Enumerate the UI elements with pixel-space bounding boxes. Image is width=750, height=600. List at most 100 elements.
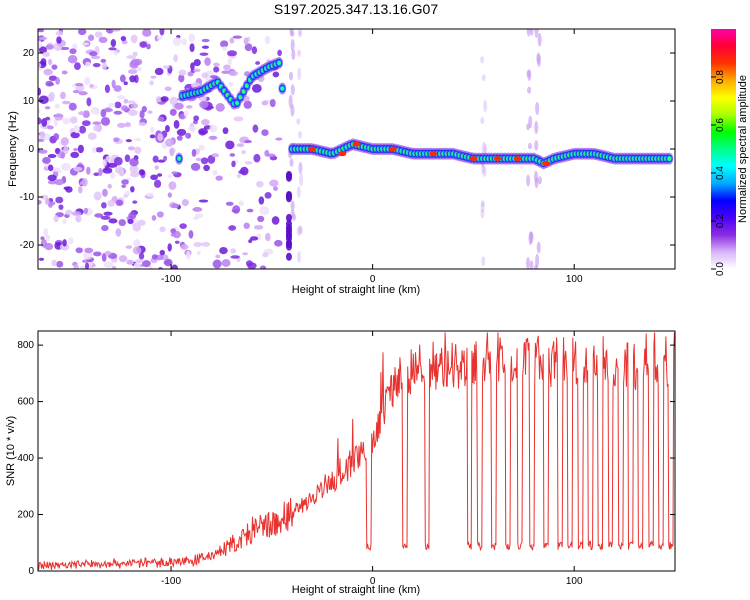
spectrogram-noise-blob bbox=[147, 110, 153, 114]
colorbar-label: Normalized spectral amplitude bbox=[737, 75, 749, 223]
spectrogram-xlabel: Height of straight line (km) bbox=[292, 284, 420, 296]
snr-panel: -100 0 100 0 200 400 600 800 Height of straight… bbox=[5, 330, 676, 596]
spectrogram-noise-blob bbox=[107, 183, 112, 189]
spectrogram-noise-blob bbox=[236, 173, 241, 179]
spectrogram-noise-blob bbox=[156, 211, 164, 218]
spectrogram-ridge-core bbox=[245, 83, 249, 88]
spectrogram-noise-blob bbox=[117, 122, 126, 128]
spectrogram-noise-blob bbox=[132, 246, 142, 255]
spectrogram-noise-blob bbox=[152, 155, 159, 163]
spectrogram-noise-blob bbox=[86, 97, 92, 107]
spectrogram-noise-blob bbox=[193, 68, 201, 73]
spectrogram-noise-blob bbox=[51, 64, 58, 70]
snr-xtick-label: 100 bbox=[566, 576, 583, 587]
spectrogram-noise-blob bbox=[252, 124, 259, 133]
spectrogram-noise-blob bbox=[68, 102, 77, 111]
spectrogram-noise-blob bbox=[227, 50, 237, 57]
spectrogram-noise-blob bbox=[129, 75, 137, 83]
spectrogram-noise-blob bbox=[128, 212, 137, 220]
spectrogram-streak-blob bbox=[290, 38, 295, 52]
snr-xtick-label: 0 bbox=[370, 576, 376, 587]
spectrogram-streak-blob bbox=[537, 32, 542, 47]
spectrogram-noise-blob bbox=[148, 265, 153, 269]
spectrogram-noise-blob bbox=[193, 115, 200, 122]
spectrogram-hotspot bbox=[469, 156, 478, 162]
spectrogram-streak-blob bbox=[528, 231, 533, 246]
spectrogram-noise-blob bbox=[262, 252, 269, 258]
spectrogram-noise-blob bbox=[108, 218, 118, 224]
spectrogram-noise-blob bbox=[236, 143, 244, 148]
spectrogram-noise-blob bbox=[81, 42, 90, 46]
spectrogram-streak-blob bbox=[297, 49, 302, 57]
spectrogram-noise-blob bbox=[238, 170, 246, 174]
spectrogram-noise-blob bbox=[111, 79, 116, 89]
spectrogram-noise-blob bbox=[164, 86, 172, 91]
spectrogram-noise-blob bbox=[271, 216, 280, 225]
colorbar-tick-label: 0.0 bbox=[715, 262, 726, 276]
spectrogram-noise-blob bbox=[171, 171, 178, 175]
spectrogram-noise-blob bbox=[83, 207, 89, 215]
spectrogram-noise-blob bbox=[124, 122, 132, 128]
spectrogram-noise-blob bbox=[180, 243, 189, 251]
spectrogram-noise-blob bbox=[159, 29, 165, 36]
spectrogram-hotspot bbox=[541, 161, 550, 166]
spectrogram-noise-blob bbox=[63, 186, 70, 191]
spectrogram-noise-blob bbox=[48, 75, 58, 81]
snr-ytick-label: 200 bbox=[17, 510, 34, 521]
spectrogram-noise-blob bbox=[59, 91, 66, 100]
spectrogram-noise-blob bbox=[54, 113, 64, 121]
spectrogram-noise-blob bbox=[44, 106, 51, 110]
spectrogram-noise-blob bbox=[251, 46, 258, 55]
spectrogram-noise-blob bbox=[215, 254, 221, 259]
spectrogram-noise-blob bbox=[269, 98, 276, 108]
spectrogram-noise-blob bbox=[189, 43, 195, 53]
spectrogram-noise-blob bbox=[41, 117, 48, 127]
spectrogram-noise-blob bbox=[121, 179, 129, 185]
spectrogram-noise-blob bbox=[56, 260, 64, 268]
spectrogram-noise-blob bbox=[241, 150, 247, 155]
spectrogram-noise-blob bbox=[92, 121, 102, 125]
spectrogram-noise-blob bbox=[221, 70, 230, 75]
spectrogram-noise-blob bbox=[62, 117, 71, 125]
spectrogram-streak-blob bbox=[298, 225, 303, 236]
spectrogram-noise-blob bbox=[179, 223, 187, 229]
spectrogram-noise-blob bbox=[138, 122, 147, 127]
spectrogram-noise-blob bbox=[264, 232, 271, 242]
spectrogram-noise-blob bbox=[167, 174, 172, 178]
spectrogram-noise-blob bbox=[255, 180, 264, 188]
spectrogram-noise-blob bbox=[255, 61, 261, 65]
spectrogram-noise-blob bbox=[121, 105, 128, 112]
spectrogram-streak-blob bbox=[534, 29, 539, 38]
snr-xlabel: Height of straight line (km) bbox=[292, 584, 420, 596]
spectrogram-xtick-label: -100 bbox=[161, 274, 181, 285]
spectrogram-streak-blob bbox=[290, 30, 295, 37]
spectrogram-noise-blob bbox=[108, 47, 117, 51]
spectrogram-noise-blob bbox=[154, 165, 159, 170]
spectrogram-hotspot bbox=[493, 156, 502, 162]
spectrogram-noise-blob bbox=[181, 198, 189, 207]
spectrogram-noise-blob bbox=[100, 215, 111, 220]
spectrogram-noise-blob bbox=[54, 179, 64, 186]
spectrogram-noise-blob bbox=[193, 216, 200, 220]
spectrogram-noise-blob bbox=[73, 166, 83, 172]
spectrogram-noise-blob bbox=[102, 159, 107, 167]
spectrogram-noise-blob bbox=[127, 109, 138, 116]
spectrogram-noise-blob bbox=[45, 234, 50, 242]
spectrogram-noise-blob bbox=[113, 50, 118, 56]
spectrogram-noise-blob bbox=[142, 260, 151, 268]
spectrogram-noise-blob bbox=[53, 133, 60, 141]
spectrogram-noise-blob bbox=[230, 248, 237, 254]
spectrogram-noise-blob bbox=[187, 71, 194, 77]
spectrogram-noise-blob bbox=[86, 166, 91, 175]
spectrogram-noise-blob bbox=[264, 192, 272, 199]
spectrogram-noise-blob bbox=[174, 102, 184, 110]
spectrogram-noise-blob bbox=[138, 252, 145, 260]
colorbar: 0.0 0.2 0.4 0.6 0.8 Normalized spectral ampl… bbox=[711, 29, 749, 276]
spectrogram-noise-blob bbox=[110, 39, 117, 48]
spectrogram-streak-blob bbox=[534, 177, 539, 189]
spectrogram-noise-blob bbox=[91, 146, 97, 154]
spectrogram-noise-blob bbox=[198, 144, 205, 151]
spectrogram-noise-blob bbox=[275, 137, 283, 141]
spectrogram-noise-blob bbox=[92, 63, 101, 68]
spectrogram-noise-blob bbox=[132, 223, 141, 232]
